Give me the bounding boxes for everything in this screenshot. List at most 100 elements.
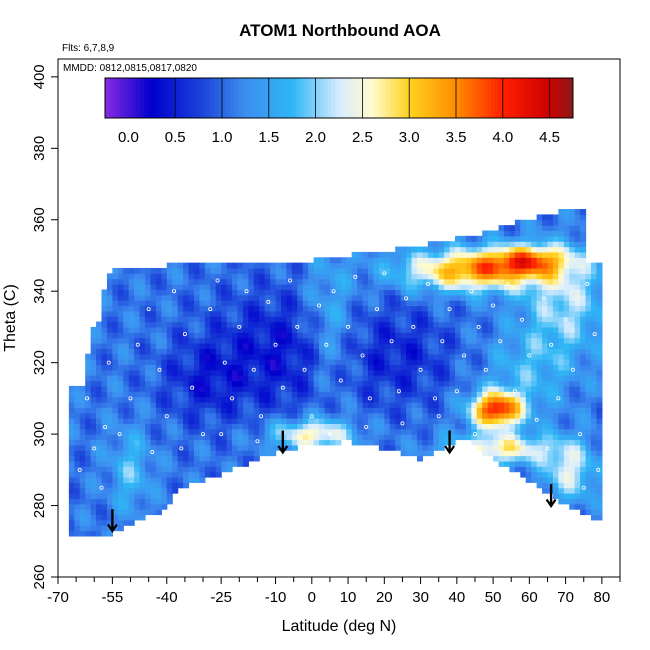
heatmap-cell: [455, 257, 462, 264]
heatmap-cell: [542, 273, 549, 280]
heatmap-cell: [324, 407, 331, 414]
heatmap-cell: [574, 369, 581, 376]
colorbar-segment: [381, 78, 387, 118]
heatmap-cell: [297, 289, 304, 296]
heatmap-cell: [166, 326, 173, 333]
heatmap-cell: [536, 450, 543, 457]
heatmap-cell: [351, 257, 358, 264]
heatmap-cell: [204, 418, 211, 424]
heatmap-cell: [340, 428, 347, 435]
heatmap-cell: [101, 385, 108, 392]
heatmap-cell: [509, 332, 516, 339]
heatmap-cell: [580, 321, 587, 328]
heatmap-cell: [90, 493, 97, 500]
heatmap-cell: [221, 418, 228, 424]
heatmap-cell: [324, 375, 331, 382]
colorbar-segment: [163, 78, 168, 118]
heatmap-cell: [193, 300, 201, 307]
heatmap-cell: [308, 300, 315, 307]
heatmap-cell: [291, 391, 298, 398]
heatmap-cell: [542, 225, 549, 232]
heatmap-cell: [199, 310, 206, 317]
heatmap-cell: [79, 471, 86, 478]
heatmap-cell: [482, 359, 489, 366]
heatmap-cell: [389, 396, 396, 403]
heatmap-cell: [493, 316, 500, 323]
heatmap-cell: [493, 369, 500, 376]
heatmap-cell: [210, 439, 217, 446]
heatmap-cell: [574, 294, 581, 301]
heatmap-cell: [134, 369, 141, 376]
heatmap-cell: [357, 369, 364, 376]
heatmap-cell: [270, 444, 277, 451]
heatmap-cell: [465, 246, 472, 253]
heatmap-cell: [580, 391, 587, 398]
heatmap-cell: [471, 364, 478, 371]
heatmap-cell: [585, 450, 592, 457]
heatmap-cell: [509, 455, 516, 462]
heatmap-cell: [297, 380, 304, 387]
heatmap-cell: [455, 273, 462, 280]
heatmap-cell: [308, 385, 315, 392]
heatmap-cell: [482, 364, 489, 371]
heatmap-cell: [487, 337, 494, 344]
heatmap-cell: [444, 364, 451, 371]
heatmap-cell: [128, 353, 135, 360]
heatmap-cell: [525, 428, 532, 435]
heatmap-cell: [406, 246, 413, 253]
heatmap-cell: [590, 466, 598, 473]
heatmap-cell: [242, 439, 249, 446]
heatmap-cell: [123, 316, 130, 323]
heatmap-cell: [123, 284, 130, 291]
heatmap-cell: [476, 262, 483, 269]
heatmap-cell: [411, 364, 418, 371]
heatmap-cell: [183, 455, 190, 462]
heatmap-cell: [297, 326, 304, 333]
heatmap-cell: [465, 423, 472, 430]
heatmap-cell: [237, 278, 244, 285]
sample-marker: [117, 432, 122, 437]
heatmap-cell: [542, 434, 549, 441]
heatmap-cell: [117, 278, 124, 285]
heatmap-cell: [340, 316, 347, 323]
sample-marker: [215, 278, 220, 283]
heatmap-cell: [253, 305, 260, 312]
heatmap-cell: [177, 455, 184, 462]
heatmap-cell: [253, 343, 260, 349]
heatmap-cell: [569, 439, 576, 446]
heatmap-cell: [193, 326, 201, 333]
heatmap-cell: [150, 493, 157, 500]
heatmap-cell: [117, 321, 124, 328]
heatmap-cell: [183, 401, 190, 408]
heatmap-cell: [357, 289, 364, 296]
heatmap-cell: [242, 326, 249, 333]
heatmap-cell: [264, 284, 271, 291]
heatmap-cell: [123, 267, 130, 274]
heatmap-cell: [498, 310, 505, 317]
heatmap-cell: [384, 353, 391, 360]
heatmap-cell: [574, 476, 581, 483]
heatmap-cell: [335, 396, 342, 403]
heatmap-cell: [79, 423, 86, 430]
heatmap-cell: [313, 273, 320, 280]
colorbar-segment: [147, 78, 153, 118]
heatmap-cell: [248, 353, 255, 360]
heatmap-cell: [444, 262, 451, 269]
heatmap-cell: [416, 251, 423, 258]
heatmap-cell: [547, 359, 554, 366]
heatmap-cell: [215, 310, 222, 317]
heatmap-cell: [215, 466, 222, 473]
heatmap-cell: [498, 375, 505, 382]
heatmap-cell: [547, 396, 554, 403]
heatmap-cell: [525, 219, 532, 226]
heatmap-cell: [96, 471, 103, 478]
heatmap-cell: [68, 514, 75, 521]
heatmap-cell: [101, 503, 108, 510]
heatmap-cell: [444, 412, 451, 419]
heatmap-cell: [139, 332, 146, 339]
heatmap-cell: [411, 267, 418, 274]
heatmap-cell: [542, 284, 549, 291]
heatmap-cell: [427, 428, 434, 435]
heatmap-cell: [585, 267, 592, 274]
heatmap-cell: [145, 428, 152, 435]
